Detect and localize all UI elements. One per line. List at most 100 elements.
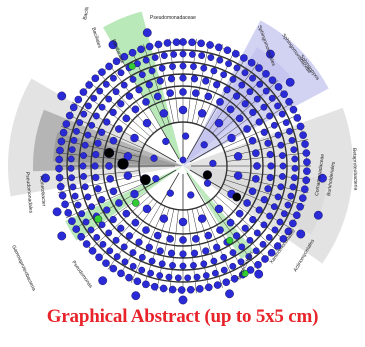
taxon-node	[109, 136, 118, 145]
taxon-node	[204, 92, 213, 101]
taxon-node	[80, 173, 87, 180]
taxon-node	[88, 203, 96, 211]
taxon-node-outer	[318, 173, 327, 183]
taxon-node	[274, 83, 283, 91]
taxon-node	[67, 164, 75, 172]
taxon-node	[159, 109, 169, 118]
taxon-node	[99, 240, 107, 248]
taxon-node	[120, 81, 128, 89]
taxon-node	[81, 183, 89, 191]
taxon-node	[264, 185, 272, 193]
taxon-node	[213, 243, 221, 251]
branch-spoke-inner	[144, 143, 177, 163]
taxon-node	[115, 125, 123, 133]
taxon-node	[117, 269, 125, 278]
taxon-node	[282, 119, 290, 126]
taxon-node	[207, 54, 215, 61]
branch-spoke-inner	[186, 172, 206, 205]
taxon-node	[92, 112, 100, 120]
taxon-node	[110, 74, 117, 82]
taxon-node	[142, 204, 152, 214]
label-betaproteobacteria: Betaproteobacteria	[351, 148, 358, 191]
taxon-node	[270, 203, 278, 211]
taxon-node	[260, 128, 268, 136]
branch-spoke	[156, 40, 175, 124]
taxon-node	[142, 98, 150, 106]
taxon-node	[226, 105, 235, 114]
taxon-node	[112, 57, 121, 66]
taxon-node	[162, 137, 170, 146]
taxon-node	[303, 167, 311, 175]
branch-spoke	[191, 40, 210, 124]
taxon-node	[115, 199, 123, 207]
taxon-node	[291, 164, 299, 172]
taxon-node	[80, 152, 87, 159]
label-pseudomonadaceae: Pseudomonadaceae	[150, 15, 196, 21]
taxon-node	[92, 150, 100, 159]
taxon-node	[233, 171, 243, 180]
taxon-node	[123, 152, 133, 161]
taxon-node	[279, 235, 288, 243]
taxon-node	[197, 214, 207, 223]
taxon-node	[156, 77, 164, 85]
taxon-node	[125, 232, 134, 240]
taxon-node	[230, 274, 239, 283]
taxon-node	[135, 238, 143, 246]
taxon-node	[200, 260, 208, 268]
taxon-node	[122, 209, 131, 218]
taxon-node	[252, 175, 260, 183]
taxon-node	[223, 86, 231, 94]
taxon-node	[226, 218, 235, 227]
taxon-node	[64, 209, 72, 217]
taxon-node	[123, 171, 133, 180]
taxon-node	[299, 131, 307, 139]
biomarker-node-dark	[104, 147, 115, 158]
taxon-node	[79, 162, 87, 170]
taxon-node	[184, 274, 192, 282]
taxon-node	[206, 41, 214, 49]
taxon-node-outer	[131, 291, 141, 301]
taxon-node-outer	[108, 40, 118, 50]
taxon-node	[109, 108, 117, 117]
taxon-node	[128, 48, 137, 57]
taxon-node	[262, 70, 270, 78]
taxon-node-outer	[313, 210, 323, 220]
taxon-node-outer	[254, 269, 264, 279]
taxon-node	[288, 137, 296, 144]
taxon-node	[57, 137, 66, 146]
taxon-node	[254, 260, 262, 269]
taxon-node	[232, 92, 241, 100]
taxon-node	[106, 175, 114, 183]
taxon-node	[131, 105, 140, 114]
taxon-node	[122, 114, 131, 123]
taxon-node	[252, 247, 260, 255]
taxon-node	[255, 64, 263, 72]
taxon-node	[293, 114, 302, 122]
taxon-node	[150, 154, 158, 162]
taxon-node	[290, 174, 298, 182]
biomarker-node-dark	[140, 174, 151, 186]
taxon-node	[237, 258, 245, 266]
taxon-node	[229, 262, 237, 270]
taxon-node	[121, 258, 129, 266]
taxon-node	[67, 155, 75, 163]
taxon-node	[105, 95, 113, 103]
taxon-node	[210, 257, 218, 265]
taxon-node	[235, 209, 244, 218]
biomarker-node-green	[94, 214, 103, 223]
taxon-node	[96, 87, 104, 95]
taxon-node	[186, 285, 195, 294]
taxon-node	[109, 187, 118, 196]
taxon-node	[167, 249, 176, 257]
taxon-node	[88, 121, 96, 129]
taxon-node	[179, 62, 187, 70]
taxon-node	[190, 262, 197, 269]
label-pseudomonas: Pseudomonas	[70, 260, 94, 290]
taxon-node	[71, 192, 79, 200]
taxon-node	[202, 77, 210, 85]
taxon-node	[211, 269, 219, 277]
taxon-node	[225, 60, 232, 68]
taxon-node	[262, 87, 270, 95]
taxon-node	[91, 74, 100, 83]
